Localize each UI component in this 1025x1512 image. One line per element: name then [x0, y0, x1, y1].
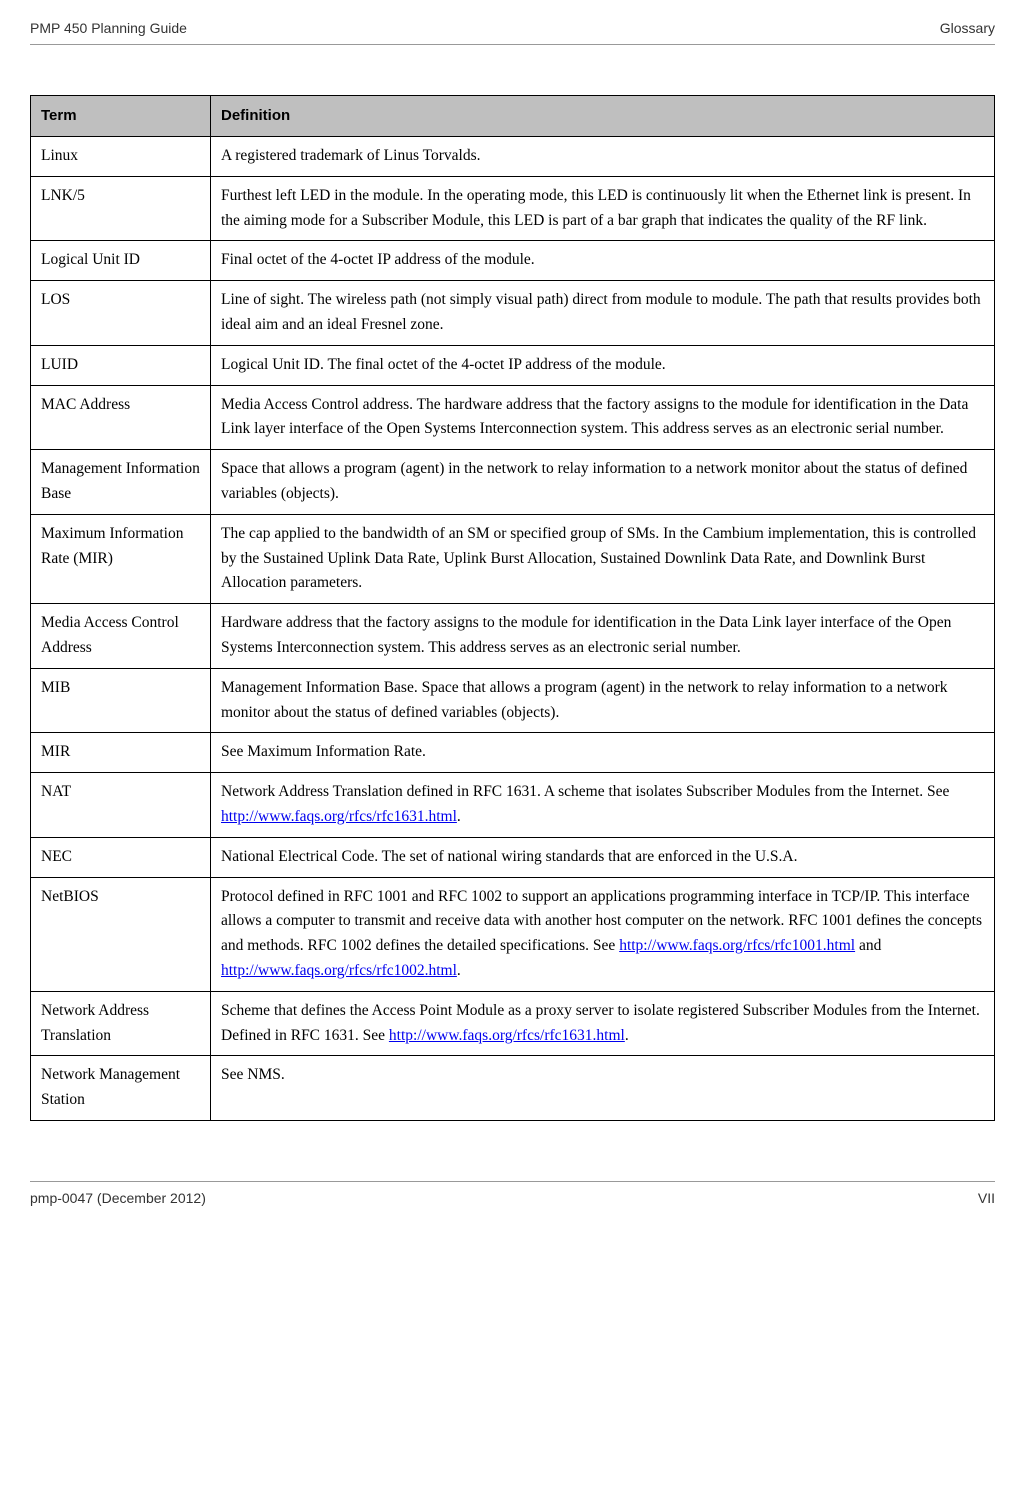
definition-cell: Furthest left LED in the module. In the …	[211, 176, 995, 241]
table-row: Maximum Information Rate (MIR)The cap ap…	[31, 514, 995, 603]
link-rfc1002[interactable]: http://www.faqs.org/rfcs/rfc1002.html	[221, 962, 457, 979]
definition-cell: Hardware address that the factory assign…	[211, 604, 995, 669]
table-row: LNK/5Furthest left LED in the module. In…	[31, 176, 995, 241]
table-row: Media Access Control AddressHardware add…	[31, 604, 995, 669]
definition-cell: Management Information Base. Space that …	[211, 668, 995, 733]
definition-cell: Protocol defined in RFC 1001 and RFC 100…	[211, 877, 995, 991]
definition-cell: Network Address Translation defined in R…	[211, 773, 995, 838]
table-row: MAC AddressMedia Access Control address.…	[31, 385, 995, 450]
table-row: Network Management StationSee NMS.	[31, 1056, 995, 1121]
col-header-definition: Definition	[211, 96, 995, 137]
definition-cell: See NMS.	[211, 1056, 995, 1121]
link-rfc1631-b[interactable]: http://www.faqs.org/rfcs/rfc1631.html	[389, 1027, 625, 1044]
definition-cell: Line of sight. The wireless path (not si…	[211, 281, 995, 346]
term-cell: NEC	[31, 837, 211, 877]
table-row: NetBIOSProtocol defined in RFC 1001 and …	[31, 877, 995, 991]
page-header: PMP 450 Planning Guide Glossary	[30, 20, 995, 45]
term-cell: Network Address Translation	[31, 991, 211, 1056]
footer-left: pmp-0047 (December 2012)	[30, 1190, 206, 1206]
table-header-row: Term Definition	[31, 96, 995, 137]
table-row: NECNational Electrical Code. The set of …	[31, 837, 995, 877]
glossary-table-body: LinuxA registered trademark of Linus Tor…	[31, 137, 995, 1121]
term-cell: MAC Address	[31, 385, 211, 450]
definition-cell: Scheme that defines the Access Point Mod…	[211, 991, 995, 1056]
term-cell: MIB	[31, 668, 211, 733]
link-rfc1631-a[interactable]: http://www.faqs.org/rfcs/rfc1631.html	[221, 808, 457, 825]
table-row: Network Address TranslationScheme that d…	[31, 991, 995, 1056]
term-cell: Maximum Information Rate (MIR)	[31, 514, 211, 603]
term-cell: MIR	[31, 733, 211, 773]
page-footer: pmp-0047 (December 2012) VII	[30, 1181, 995, 1206]
table-row: Logical Unit IDFinal octet of the 4-octe…	[31, 241, 995, 281]
term-cell: LUID	[31, 345, 211, 385]
table-row: MIRSee Maximum Information Rate.	[31, 733, 995, 773]
table-row: MIBManagement Information Base. Space th…	[31, 668, 995, 733]
definition-cell: See Maximum Information Rate.	[211, 733, 995, 773]
header-right: Glossary	[940, 20, 995, 36]
term-cell: LOS	[31, 281, 211, 346]
footer-right: VII	[978, 1190, 995, 1206]
table-row: LUIDLogical Unit ID. The final octet of …	[31, 345, 995, 385]
definition-cell: A registered trademark of Linus Torvalds…	[211, 137, 995, 177]
table-row: Management Information BaseSpace that al…	[31, 450, 995, 515]
definition-cell: Media Access Control address. The hardwa…	[211, 385, 995, 450]
term-cell: NAT	[31, 773, 211, 838]
definition-cell: Logical Unit ID. The final octet of the …	[211, 345, 995, 385]
term-cell: NetBIOS	[31, 877, 211, 991]
term-cell: Media Access Control Address	[31, 604, 211, 669]
definition-cell: National Electrical Code. The set of nat…	[211, 837, 995, 877]
link-rfc1001[interactable]: http://www.faqs.org/rfcs/rfc1001.html	[619, 937, 855, 954]
glossary-table: Term Definition LinuxA registered tradem…	[30, 95, 995, 1121]
page-container: PMP 450 Planning Guide Glossary Term Def…	[0, 0, 1025, 1236]
definition-cell: Space that allows a program (agent) in t…	[211, 450, 995, 515]
definition-cell: Final octet of the 4-octet IP address of…	[211, 241, 995, 281]
table-row: LOSLine of sight. The wireless path (not…	[31, 281, 995, 346]
term-cell: Linux	[31, 137, 211, 177]
term-cell: Management Information Base	[31, 450, 211, 515]
header-left: PMP 450 Planning Guide	[30, 20, 187, 36]
col-header-term: Term	[31, 96, 211, 137]
term-cell: Network Management Station	[31, 1056, 211, 1121]
term-cell: Logical Unit ID	[31, 241, 211, 281]
definition-cell: The cap applied to the bandwidth of an S…	[211, 514, 995, 603]
table-row: LinuxA registered trademark of Linus Tor…	[31, 137, 995, 177]
table-row: NATNetwork Address Translation defined i…	[31, 773, 995, 838]
term-cell: LNK/5	[31, 176, 211, 241]
